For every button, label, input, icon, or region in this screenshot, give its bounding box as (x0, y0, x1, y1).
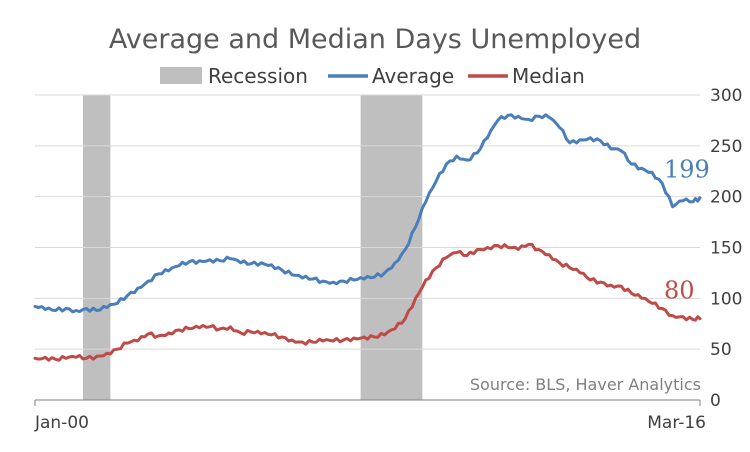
y-tick-label-150: 150 (710, 239, 742, 259)
x-tick-label-start: Jan-00 (34, 413, 89, 433)
series-lines (33, 113, 702, 362)
y-tick-label-300: 300 (710, 86, 742, 106)
end-label-average: 199 (664, 156, 710, 184)
axes: 0 50 100 150 200 250 300 Jan-00 Mar-16 (34, 86, 742, 433)
legend-label-recession: Recession (208, 64, 308, 88)
legend-label-median: Median (512, 64, 585, 88)
legend-label-average: Average (372, 64, 454, 88)
y-tick-label-50: 50 (710, 340, 732, 360)
gridlines (35, 94, 700, 350)
legend-swatch-recession (160, 67, 202, 84)
end-labels: 199 80 (664, 156, 710, 305)
chart-title: Average and Median Days Unemployed (109, 24, 641, 55)
x-tick-label-end: Mar-16 (647, 413, 706, 433)
legend: Recession Average Median (160, 64, 585, 88)
end-label-median: 80 (664, 277, 695, 305)
source-note: Source: BLS, Haver Analytics (470, 375, 701, 394)
series-line-median (33, 242, 702, 362)
y-tick-label-0: 0 (710, 391, 721, 411)
series-line-average (33, 113, 702, 314)
y-tick-label-200: 200 (710, 188, 742, 208)
y-tick-label-250: 250 (710, 137, 742, 157)
y-tick-label-100: 100 (710, 289, 742, 309)
